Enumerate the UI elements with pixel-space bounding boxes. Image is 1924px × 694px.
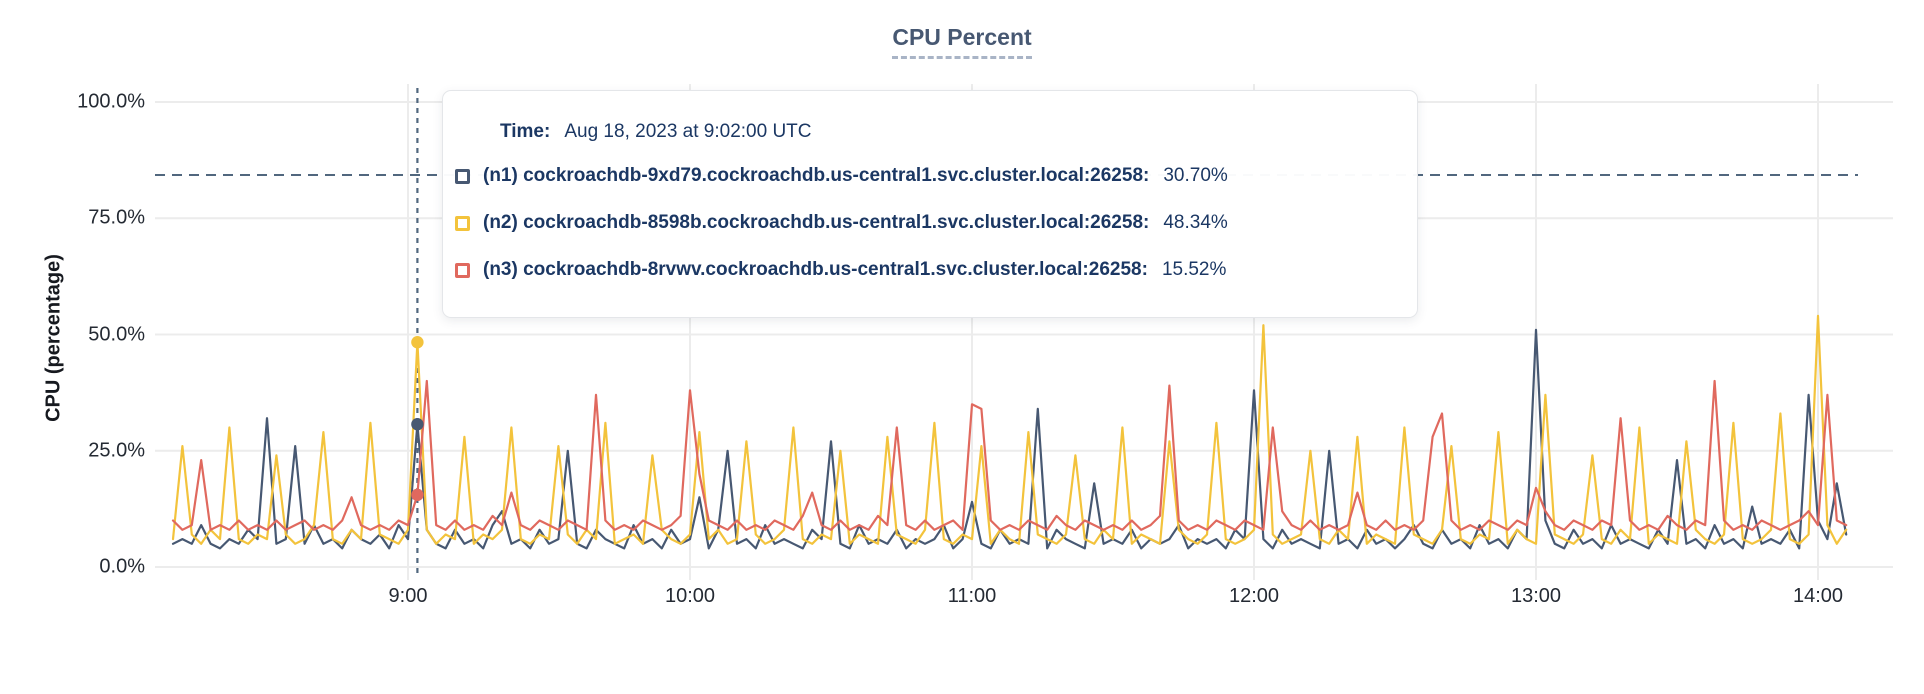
chart-header: CPU Percent (0, 24, 1924, 59)
tooltip-series-value: 30.70% (1163, 165, 1228, 186)
hover-dot-n3 (411, 488, 424, 502)
tooltip-series-value: 15.52% (1161, 259, 1227, 280)
legend-swatch-n1 (455, 168, 470, 184)
x-axis-tick-label: 11:00 (947, 585, 997, 607)
x-axis-tick-label: 13:00 (1510, 585, 1562, 607)
x-axis-tick-label: 14:00 (1792, 585, 1844, 607)
y-axis-tick-label: 75.0% (88, 206, 145, 229)
legend-swatch-n3 (455, 262, 470, 278)
series-line-n1[interactable] (171, 328, 1848, 550)
tooltip-series-row-n1: (n1) cockroachdb-9xd79.cockroachdb.us-ce… (455, 161, 1393, 191)
tooltip-series-value: 48.34% (1163, 212, 1228, 233)
tooltip-time-label: Time: (500, 121, 551, 142)
hover-dot-n2 (411, 336, 424, 349)
tooltip-series-row-n3: (n3) cockroachdb-8rvwv.cockroachdb.us-ce… (455, 255, 1393, 285)
x-axis-tick-label: 12:00 (1228, 585, 1280, 607)
series-line-n3[interactable] (171, 379, 1848, 531)
chart-tooltip: Time: Aug 18, 2023 at 9:02:00 UTC (n1) co… (442, 90, 1418, 318)
tooltip-time-value: Aug 18, 2023 at 9:02:00 UTC (564, 121, 812, 142)
tooltip-time-row: Time: Aug 18, 2023 at 9:02:00 UTC (455, 117, 1393, 147)
y-axis-tick-label: 0.0% (99, 555, 145, 578)
x-axis-tick-label: 9:00 (388, 585, 428, 607)
x-axis-tick-label: 10:00 (664, 585, 716, 607)
tooltip-series-label: (n1) cockroachdb-9xd79.cockroachdb.us-ce… (483, 165, 1150, 186)
tooltip-series-row-n2: (n2) cockroachdb-8598b.cockroachdb.us-ce… (455, 208, 1393, 238)
y-axis-tick-label: 25.0% (88, 439, 145, 462)
chart-title: CPU Percent (892, 24, 1032, 59)
y-axis-tick-label: 100.0% (77, 90, 145, 113)
tooltip-series-label: (n3) cockroachdb-8rvwv.cockroachdb.us-ce… (483, 259, 1148, 280)
tooltip-series-label: (n2) cockroachdb-8598b.cockroachdb.us-ce… (483, 212, 1150, 233)
legend-swatch-n2 (455, 215, 470, 231)
hover-dot-n1 (411, 418, 424, 431)
series-line-n2[interactable] (171, 314, 1848, 545)
y-axis-tick-label: 50.0% (88, 323, 145, 345)
